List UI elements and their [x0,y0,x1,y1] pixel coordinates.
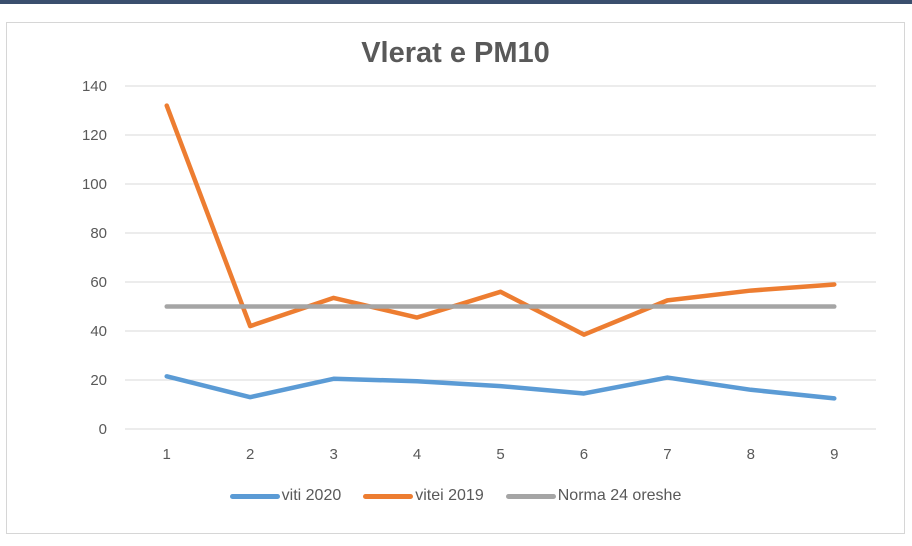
y-tick-label: 20 [90,372,107,389]
x-tick-label: 4 [413,446,421,463]
x-tick-label: 9 [830,446,838,463]
legend-label: vitei 2019 [415,487,484,504]
chart-title: Vlerat e PM10 [361,37,550,69]
y-tick-label: 80 [90,225,107,242]
legend-item: Norma 24 oreshe [505,487,682,505]
legend-label: Norma 24 oreshe [557,487,682,504]
x-tick-label: 1 [163,446,171,463]
series-line-2 [164,103,837,337]
x-tick-label: 6 [580,446,588,463]
x-tick-label: 7 [663,446,671,463]
top-border-strip [0,0,912,4]
x-tick-label: 3 [329,446,337,463]
y-tick-label: 140 [82,78,107,95]
x-tick-label: 5 [496,446,504,463]
legend-item: viti 2020 [229,487,342,505]
legend-swatch [229,493,280,499]
y-tick-label: 100 [82,176,107,193]
legend: viti 2020 vitei 2019 Norma 24 oreshe [7,487,904,505]
legend-swatch [363,493,414,499]
series-line-1 [164,374,837,401]
legend-swatch [505,493,556,499]
plot-area: 0 20 40 60 80 100 120 140 1 2 3 4 5 6 7 8 9 [82,78,876,463]
y-tick-label: 120 [82,127,107,144]
y-tick-label: 40 [90,323,107,340]
x-tick-label: 8 [747,446,755,463]
chart-area: Vlerat e PM10 0 20 40 60 80 100 120 140 1 2 3 4 5 6 7 8… [6,22,905,534]
x-tick-label: 2 [246,446,254,463]
legend-label: viti 2020 [281,487,342,504]
legend-item: vitei 2019 [363,487,484,505]
y-tick-label: 0 [99,421,107,438]
y-tick-label: 60 [90,274,107,291]
